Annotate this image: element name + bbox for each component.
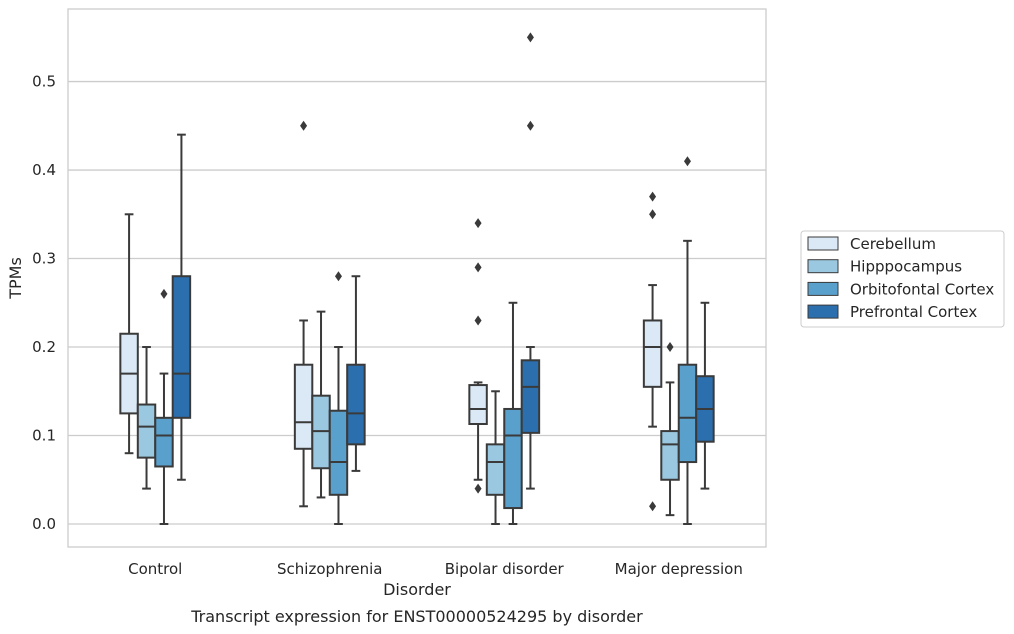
legend-frame (800, 230, 1005, 328)
y-tick-label: 0.2 (32, 338, 56, 356)
outlier-point (666, 342, 674, 353)
x-axis-ticks: Control Schizophrenia Bipolar disorder Majo… (128, 560, 743, 578)
box-orbitofontal-cortex (328, 271, 349, 525)
box-orbitofontal-cortex (677, 156, 698, 525)
box-prefrontal-cortex (171, 133, 192, 481)
x-axis-title: Disorder (383, 580, 451, 599)
box-cerebellum (293, 120, 314, 508)
legend-swatch (807, 281, 839, 296)
legend-label: Hipppocampus (850, 258, 962, 276)
box-iqr (171, 275, 192, 419)
box-iqr (154, 416, 174, 468)
outlier-point (474, 218, 482, 229)
legend-swatch (807, 304, 839, 319)
box-hipppocampus (136, 346, 157, 490)
box-hipppocampus (311, 310, 331, 499)
outlier-point (334, 271, 342, 282)
legend-label: Cerebellum (850, 235, 936, 253)
outlier-point (649, 501, 657, 512)
y-tick-label: 0.5 (32, 73, 56, 91)
y-tick-label: 0.4 (32, 161, 56, 179)
box-hipppocampus (660, 342, 680, 517)
outlier-point (526, 32, 534, 43)
box-iqr (660, 430, 680, 481)
box-iqr (136, 403, 157, 459)
box-orbitofontal-cortex (503, 301, 523, 525)
outlier-point (683, 156, 691, 167)
box-prefrontal-cortex (695, 301, 715, 490)
legend-swatch (807, 259, 839, 274)
box-hipppocampus (485, 390, 506, 525)
plot-area (67, 8, 767, 548)
y-axis-ticks: 0.0 0.1 0.2 0.3 0.4 0.5 (32, 73, 56, 533)
outlier-point (474, 483, 482, 494)
legend-label: Prefrontal Cortex (850, 303, 977, 321)
outlier-point (649, 209, 657, 220)
box-iqr (503, 407, 523, 510)
y-axis-title: TPMs (6, 257, 25, 300)
box-prefrontal-cortex (346, 275, 366, 472)
x-tick-label: Major depression (615, 560, 743, 578)
box-iqr (642, 319, 663, 388)
box-cerebellum (119, 213, 139, 455)
box-iqr (485, 443, 506, 496)
x-tick-label: Schizophrenia (277, 560, 382, 578)
box-iqr (293, 363, 314, 450)
outlier-point (649, 191, 657, 202)
box-iqr (468, 384, 488, 426)
boxes (119, 32, 715, 525)
box-iqr (520, 359, 541, 434)
box-iqr (346, 363, 366, 446)
outlier-point (474, 262, 482, 273)
legend-swatch (807, 236, 839, 251)
legend: Cerebellum Hipppocampus Orbitofontal Corte… (800, 230, 1005, 328)
box-iqr (328, 409, 349, 496)
y-tick-label: 0.0 (32, 515, 56, 533)
y-tick-label: 0.1 (32, 427, 56, 445)
figure-caption: Transcript expression for ENST0000052429… (190, 607, 643, 626)
box-prefrontal-cortex (520, 32, 541, 490)
outlier-point (474, 315, 482, 326)
outlier-point (160, 288, 168, 299)
legend-label: Orbitofontal Cortex (850, 280, 994, 298)
box-cerebellum (468, 218, 488, 494)
x-tick-label: Control (128, 560, 182, 578)
outlier-point (526, 120, 534, 131)
y-tick-label: 0.3 (32, 250, 56, 268)
box-cerebellum (642, 191, 663, 512)
box-orbitofontal-cortex (154, 288, 174, 525)
x-tick-label: Bipolar disorder (445, 560, 565, 578)
outlier-point (300, 120, 308, 131)
box-iqr (677, 363, 698, 464)
